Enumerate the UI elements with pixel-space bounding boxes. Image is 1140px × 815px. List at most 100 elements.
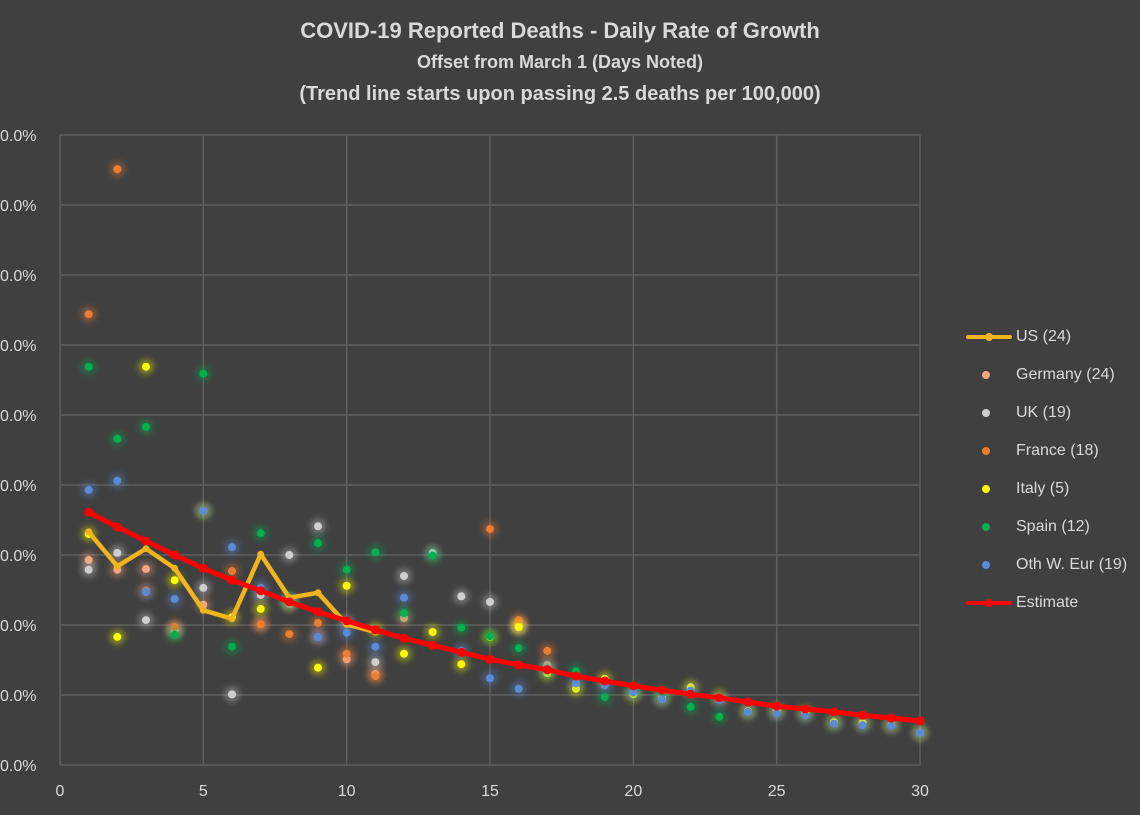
data-point-oth-w-eur-19 bbox=[228, 543, 236, 552]
data-point-spain-12 bbox=[228, 642, 236, 651]
data-point-us-24 bbox=[142, 545, 150, 553]
legend-item-germany-24: Germany (24) bbox=[960, 356, 1127, 394]
data-point-estimate bbox=[84, 507, 94, 517]
x-tick-label: 0 bbox=[56, 783, 65, 800]
x-tick-label: 25 bbox=[768, 783, 786, 800]
data-point-oth-w-eur-19 bbox=[887, 721, 896, 730]
data-point-oth-w-eur-19 bbox=[199, 506, 208, 515]
data-point-oth-w-eur-19 bbox=[84, 485, 93, 494]
data-point-italy-5 bbox=[400, 649, 408, 658]
data-point-oth-w-eur-19 bbox=[830, 719, 838, 728]
legend-label: Spain (12) bbox=[1016, 518, 1090, 535]
x-tick-label: 5 bbox=[199, 783, 208, 800]
data-point-oth-w-eur-19 bbox=[801, 711, 810, 720]
legend-item-estimate: Estimate bbox=[960, 584, 1127, 622]
data-point-oth-w-eur-19 bbox=[744, 707, 752, 716]
data-point-estimate bbox=[800, 704, 810, 714]
legend-item-italy-5: Italy (5) bbox=[960, 470, 1127, 508]
legend-marker bbox=[960, 365, 1012, 385]
data-point-spain-12 bbox=[400, 609, 408, 618]
data-point-germany-24 bbox=[84, 555, 93, 564]
data-point-spain-12 bbox=[314, 539, 322, 548]
data-point-france-18 bbox=[342, 649, 351, 658]
data-point-oth-w-eur-19 bbox=[658, 695, 666, 704]
data-point-oth-w-eur-19 bbox=[142, 588, 150, 597]
chart-subtitle-2: (Trend line starts upon passing 2.5 deat… bbox=[299, 83, 821, 105]
legend-marker bbox=[960, 593, 1012, 613]
y-tick-label: 0.0% bbox=[0, 128, 36, 145]
data-point-uk-19 bbox=[486, 597, 494, 606]
data-point-oth-w-eur-19 bbox=[858, 721, 867, 730]
data-point-estimate bbox=[829, 707, 839, 717]
data-point-us-24 bbox=[199, 606, 207, 614]
data-point-france-18 bbox=[486, 525, 494, 534]
x-tick-label: 10 bbox=[338, 783, 356, 800]
data-point-estimate bbox=[227, 575, 237, 585]
data-point-spain-12 bbox=[113, 434, 122, 443]
data-point-italy-5 bbox=[113, 632, 122, 641]
data-point-oth-w-eur-19 bbox=[371, 642, 380, 651]
data-point-spain-12 bbox=[486, 632, 494, 641]
chart-subtitle: Offset from March 1 (Days Noted) bbox=[416, 52, 704, 72]
data-point-uk-19 bbox=[113, 548, 122, 557]
y-tick-label: 0.0% bbox=[0, 618, 36, 635]
legend-item-france-18: France (18) bbox=[960, 432, 1127, 470]
data-point-spain-12 bbox=[84, 362, 93, 371]
data-point-estimate bbox=[600, 676, 610, 686]
legend-label: Germany (24) bbox=[1016, 366, 1115, 383]
y-tick-label: 0.0% bbox=[0, 408, 36, 425]
legend-marker bbox=[960, 441, 1012, 461]
data-point-spain-12 bbox=[199, 369, 208, 378]
data-point-france-18 bbox=[543, 646, 552, 655]
x-tick-label: 20 bbox=[624, 783, 642, 800]
data-point-oth-w-eur-19 bbox=[314, 632, 322, 641]
data-point-italy-5 bbox=[342, 581, 351, 590]
data-point-france-18 bbox=[285, 630, 294, 639]
legend-item-oth-w-eur-19: Oth W. Eur (19) bbox=[960, 546, 1127, 584]
y-tick-label: 0.0% bbox=[0, 758, 36, 775]
x-axis-ticks: 0 5 10 15 20 25 30 bbox=[56, 783, 929, 800]
legend-item-us-24: US (24) bbox=[960, 318, 1127, 356]
data-point-oth-w-eur-19 bbox=[486, 674, 494, 683]
data-point-uk-19 bbox=[371, 658, 380, 667]
data-point-estimate bbox=[399, 633, 409, 643]
data-point-spain-12 bbox=[457, 623, 466, 632]
data-point-spain-12 bbox=[600, 693, 609, 702]
data-point-italy-5 bbox=[256, 604, 265, 613]
legend-marker bbox=[960, 555, 1012, 575]
data-point-spain-12 bbox=[514, 644, 523, 653]
gridlines bbox=[59, 134, 921, 766]
legend-item-spain-12: Spain (12) bbox=[960, 508, 1127, 546]
data-point-italy-5 bbox=[428, 628, 437, 636]
data-point-italy-5 bbox=[314, 663, 322, 672]
data-point-estimate bbox=[628, 681, 638, 691]
data-point-spain-12 bbox=[256, 529, 265, 538]
y-axis-ticks: 0.0% 0.0% 0.0% 0.0% 0.0% 0.0% 0.0% 0.0% 0.0% 0.0% bbox=[0, 128, 36, 775]
data-point-uk-19 bbox=[285, 551, 294, 559]
legend-label: France (18) bbox=[1016, 442, 1099, 459]
data-point-estimate bbox=[485, 654, 495, 664]
data-point-uk-19 bbox=[199, 583, 208, 592]
legend-label: US (24) bbox=[1016, 328, 1072, 345]
data-point-uk-19 bbox=[228, 690, 236, 699]
legend-item-uk-19: UK (19) bbox=[960, 394, 1127, 432]
data-point-estimate bbox=[313, 607, 323, 617]
data-point-estimate bbox=[743, 697, 753, 707]
data-point-us-24 bbox=[113, 562, 121, 570]
data-point-uk-19 bbox=[142, 616, 150, 625]
data-point-us-24 bbox=[314, 589, 322, 597]
data-point-oth-w-eur-19 bbox=[342, 628, 351, 637]
y-tick-label: 0.0% bbox=[0, 548, 36, 565]
legend-label: Italy (5) bbox=[1016, 480, 1070, 497]
data-point-estimate bbox=[370, 625, 380, 635]
data-point-italy-5 bbox=[142, 362, 150, 371]
data-point-spain-12 bbox=[686, 702, 695, 711]
scatter-series bbox=[80, 161, 928, 741]
x-tick-label: 15 bbox=[481, 783, 499, 800]
data-point-estimate bbox=[456, 647, 466, 657]
data-point-estimate bbox=[112, 522, 122, 532]
y-tick-label: 0.0% bbox=[0, 478, 36, 495]
data-point-uk-19 bbox=[457, 592, 466, 601]
data-point-estimate bbox=[686, 689, 696, 699]
data-point-estimate bbox=[256, 586, 266, 596]
